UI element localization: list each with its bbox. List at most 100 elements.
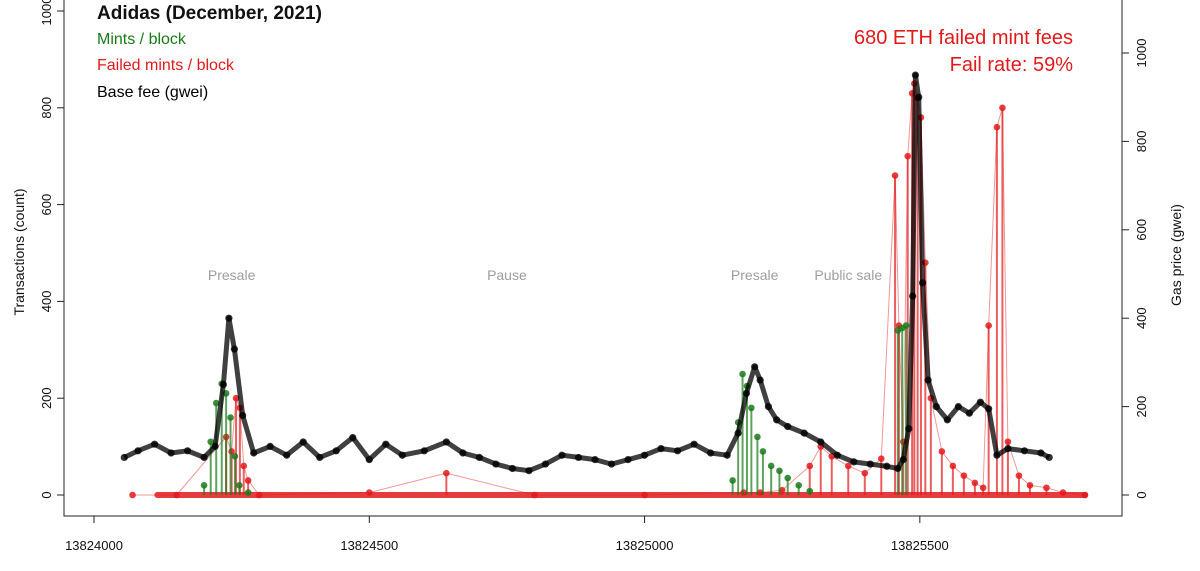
base-fee-point-53 [894, 464, 902, 473]
failed-point-19 [844, 462, 852, 470]
base-fee-point-1 [134, 447, 142, 455]
failed-point-0 [129, 491, 136, 499]
y-left-tick-label-0: 0 [39, 491, 54, 498]
failed-point-14 [756, 489, 764, 496]
base-fee-point-42 [751, 363, 759, 371]
x-tick-label-3: 13825500 [891, 538, 949, 553]
base-fee-point-45 [773, 416, 781, 424]
y-right-tick-label-0: 0 [1134, 491, 1149, 498]
base-fee-point-48 [817, 438, 825, 446]
failed-point-7 [244, 477, 252, 484]
base-fee-point-61 [932, 403, 940, 411]
base-fee-point-59 [918, 279, 927, 287]
y-left-tick-label-2: 400 [39, 291, 54, 313]
base-fee-point-18 [365, 456, 373, 464]
mint-point-6 [231, 452, 239, 460]
failed-point-16 [806, 462, 814, 470]
failed-point-22 [891, 172, 899, 179]
mint-point-13 [748, 404, 755, 412]
y-right-label: Gas price (gwei) [1168, 204, 1184, 306]
failed-point-8 [255, 491, 263, 499]
base-fee-point-6 [211, 442, 219, 450]
failed-point-35 [971, 479, 979, 487]
base-fee-point-55 [905, 425, 913, 433]
series-layer [120, 71, 1089, 499]
base-fee-point-28 [541, 460, 550, 468]
base-fee-point-11 [250, 449, 258, 457]
plot-frame: Presale Pause Presale Public sale [63, 0, 1123, 517]
base-fee-point-22 [442, 438, 450, 446]
mint-point-8 [244, 489, 252, 496]
series-base-fee [120, 71, 1053, 475]
failed-point-45 [1081, 491, 1089, 499]
failed-point-4 [232, 394, 240, 402]
base-fee-point-25 [492, 460, 500, 468]
base-fee-point-63 [954, 403, 962, 411]
phase-label-2: Presale [731, 267, 779, 283]
y-left-tick-label-5: 1000 [39, 0, 54, 25]
base-fee-point-24 [475, 453, 483, 462]
series-mints [200, 322, 910, 496]
x-tick-label-2: 13825000 [616, 538, 674, 553]
y-right-tick-label-5: 1000 [1134, 39, 1149, 68]
legend-mints: Mints / block [97, 31, 187, 48]
base-fee-point-67 [993, 451, 1001, 459]
y-right-tick-label-2: 400 [1134, 307, 1149, 329]
annotation-fail-rate: Fail rate: 59% [950, 54, 1074, 76]
base-fee-point-12 [266, 442, 274, 450]
failed-point-34 [960, 472, 968, 479]
base-fee-point-23 [459, 449, 467, 457]
base-fee-point-21 [420, 447, 428, 455]
failed-point-15 [778, 486, 786, 494]
base-fee-point-65 [976, 398, 984, 406]
base-fee-point-29 [558, 451, 566, 459]
base-fee-point-26 [508, 464, 517, 473]
failed-point-43 [1043, 484, 1050, 492]
failed-point-40 [1004, 438, 1012, 446]
base-fee-point-13 [283, 451, 291, 459]
base-fee-point-44 [764, 403, 773, 411]
series-failed-mints [129, 80, 1089, 499]
base-fee-point-15 [316, 453, 324, 462]
base-fee-point-58 [915, 93, 923, 101]
base-fee-point-32 [607, 460, 616, 468]
mint-point-9 [729, 477, 736, 484]
base-fee-point-43 [756, 376, 764, 384]
base-fee-point-40 [734, 429, 742, 437]
failed-point-38 [993, 123, 1001, 131]
mint-point-5 [227, 414, 234, 421]
mint-point-1 [207, 438, 215, 446]
failed-point-1 [173, 491, 180, 499]
y-left-label: Transactions (count) [11, 188, 27, 315]
base-fee-point-64 [965, 409, 973, 417]
failed-point-11 [531, 491, 538, 499]
y-left-tick-label-4: 800 [39, 97, 54, 119]
mint-point-16 [767, 462, 775, 470]
base-fee-point-70 [1037, 449, 1045, 457]
phase-label-0: Presale [208, 267, 256, 283]
base-fee-point-41 [742, 389, 751, 397]
base-fee-point-36 [673, 447, 682, 455]
base-fee-point-51 [866, 460, 874, 468]
plot-border [63, 0, 1123, 517]
base-fee-point-46 [784, 422, 792, 431]
failed-point-41 [1015, 472, 1023, 479]
base-fee-point-9 [230, 345, 238, 353]
y-right-tick-label-1: 200 [1134, 396, 1149, 418]
base-fee-point-47 [800, 429, 808, 437]
base-fee-point-31 [591, 456, 599, 464]
x-tick-label-1: 13824500 [340, 538, 398, 553]
failed-point-10 [443, 469, 450, 477]
base-fee-point-66 [985, 405, 993, 413]
mint-point-14 [754, 433, 761, 441]
mint-point-20 [806, 487, 814, 495]
legend-failed: Failed mints / block [97, 57, 235, 74]
failed-point-36 [979, 484, 987, 492]
failed-point-12 [641, 491, 648, 499]
failed-point-25 [904, 152, 912, 160]
y-left-tick-label-3: 600 [39, 194, 54, 216]
x-tick-label-0: 13824000 [65, 538, 123, 553]
legend-basefee: Base fee (gwei) [97, 84, 208, 101]
axes-layer: 13824000 13824500 13825000 13825500 0 200 400 6… [39, 0, 1149, 553]
